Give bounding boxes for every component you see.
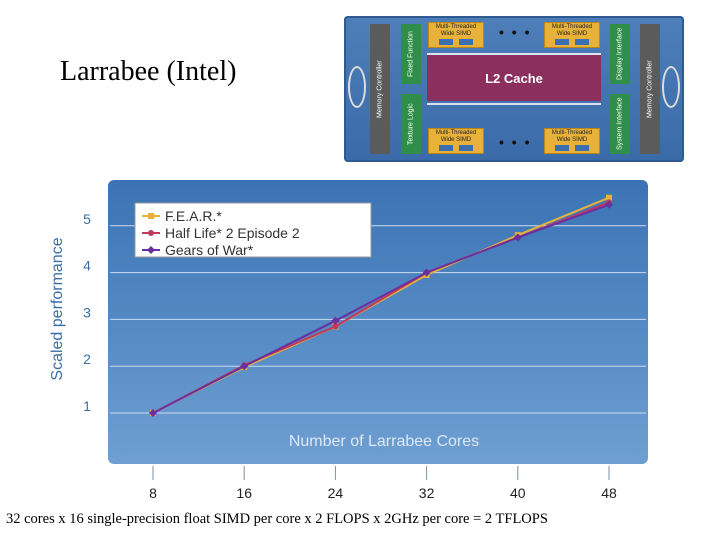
memory-controller-left: Memory Controller bbox=[370, 24, 390, 154]
ring-bus-top bbox=[427, 53, 601, 55]
data-point bbox=[241, 362, 248, 369]
data-point bbox=[240, 362, 249, 371]
texture-logic-block: Texture Logic bbox=[401, 94, 421, 154]
data-point bbox=[423, 271, 430, 278]
data-point bbox=[606, 194, 612, 201]
legend-box bbox=[134, 202, 372, 258]
legend-label: Half Life* 2 Episode 2 bbox=[165, 225, 300, 241]
y-tick-label: 1 bbox=[83, 398, 91, 414]
y-axis-label: Scaled performance bbox=[49, 237, 66, 380]
x-axis-label: Number of Larrabee Cores bbox=[289, 433, 479, 450]
data-point bbox=[606, 199, 612, 206]
data-point bbox=[514, 232, 521, 239]
data-point bbox=[422, 268, 431, 277]
simd-core-top-right: Multi-Threaded Wide SIMD bbox=[544, 22, 600, 48]
right-bus-arc bbox=[662, 66, 680, 108]
data-point bbox=[423, 269, 430, 276]
x-tick-label: 48 bbox=[601, 485, 617, 501]
data-point bbox=[332, 323, 339, 330]
caption: 32 cores x 16 single-precision float SIM… bbox=[6, 511, 548, 527]
legend-marker bbox=[147, 246, 155, 254]
simd-core-bottom-left: Multi-Threaded Wide SIMD bbox=[428, 128, 484, 154]
simd-core-top-left: Multi-Threaded Wide SIMD bbox=[428, 22, 484, 48]
data-point bbox=[332, 323, 339, 330]
y-tick-label: 5 bbox=[83, 211, 91, 227]
data-point bbox=[513, 233, 522, 242]
data-point bbox=[514, 234, 521, 241]
memory-controller-right: Memory Controller bbox=[640, 24, 660, 154]
fixed-function-block: Fixed Function bbox=[401, 24, 421, 84]
x-tick-label: 24 bbox=[328, 485, 344, 501]
data-point bbox=[149, 409, 157, 417]
series-group bbox=[149, 194, 613, 417]
legend-label: Gears of War* bbox=[165, 242, 254, 258]
left-bus-arc bbox=[348, 66, 366, 108]
legend-marker bbox=[148, 213, 154, 219]
y-tick-label: 4 bbox=[83, 258, 91, 274]
x-tick-label: 8 bbox=[149, 485, 157, 501]
display-interface-block: Display Interface bbox=[610, 24, 630, 84]
series-line bbox=[152, 201, 610, 414]
x-tick-label: 16 bbox=[236, 485, 252, 501]
series-line bbox=[152, 203, 610, 414]
y-axis-ticks: 1 2 3 4 5 bbox=[83, 211, 91, 414]
data-point bbox=[150, 410, 156, 416]
x-tick-label: 40 bbox=[510, 485, 526, 501]
larrabee-block-diagram: Memory Controller Fixed Function Texture… bbox=[344, 16, 684, 162]
ring-bus-bottom bbox=[427, 103, 601, 105]
x-axis-ticks: 8 16 24 32 40 48 bbox=[149, 466, 617, 501]
slide-title: Larrabee (Intel) bbox=[60, 56, 237, 87]
y-tick-label: 2 bbox=[83, 351, 91, 367]
data-point bbox=[331, 316, 340, 325]
legend-marker bbox=[148, 230, 154, 236]
y-tick-label: 3 bbox=[83, 304, 91, 320]
bottom-ellipsis: • • • bbox=[499, 134, 532, 150]
plot-area bbox=[108, 180, 648, 464]
system-interface-block: System Interface bbox=[610, 94, 630, 154]
x-tick-label: 32 bbox=[419, 485, 435, 501]
series-line bbox=[152, 196, 610, 414]
data-point bbox=[150, 410, 156, 416]
top-ellipsis: • • • bbox=[499, 24, 532, 40]
legend-label: F.E.A.R.* bbox=[165, 208, 222, 224]
simd-core-bottom-right: Multi-Threaded Wide SIMD bbox=[544, 128, 600, 154]
l2-cache-block: L2 Cache bbox=[427, 55, 601, 101]
data-point bbox=[241, 364, 248, 371]
data-point bbox=[605, 200, 613, 209]
grid-lines bbox=[110, 225, 646, 414]
